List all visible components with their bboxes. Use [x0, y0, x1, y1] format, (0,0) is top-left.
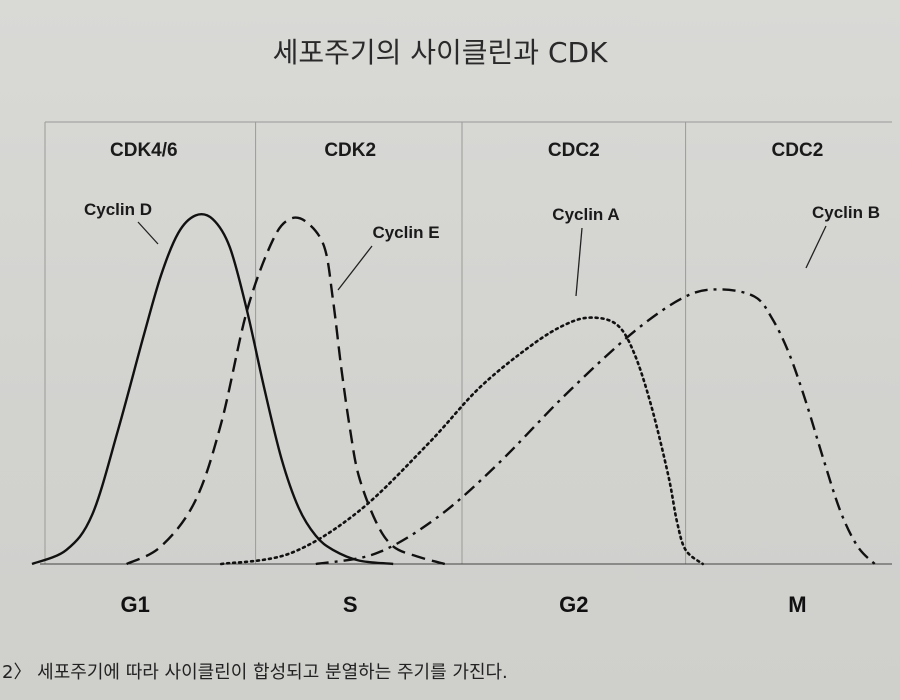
leader-line-3 [575, 227, 583, 297]
grid-group [44, 121, 892, 564]
cdk-label-1: CDK4/6 [110, 140, 178, 161]
cdk-label-group: CDK4/6 CDK2 CDC2 CDC2 [110, 140, 823, 161]
cyclin-label-4: Cyclin B [812, 203, 880, 222]
series-line-cyclin-b [315, 288, 876, 566]
phase-label-s: S [343, 592, 358, 617]
leader-line-2 [337, 245, 373, 291]
cyclin-label-3: Cyclin A [552, 205, 619, 224]
cdk-label-4: CDC2 [772, 140, 824, 161]
cyclin-label-2: Cyclin E [372, 223, 439, 242]
series-group [31, 213, 876, 566]
cdk-label-3: CDC2 [548, 140, 600, 161]
series-line-cyclin-e [126, 216, 446, 566]
cyclin-label-group: Cyclin D Cyclin E Cyclin A Cyclin B [84, 200, 880, 297]
cyclin-label-1: Cyclin D [84, 200, 152, 219]
phase-label-g1: G1 [121, 592, 150, 617]
leader-line-1 [137, 221, 159, 245]
phase-label-group: G1 S G2 M [121, 592, 807, 617]
leader-line-4 [805, 225, 827, 269]
chart-title: 세포주기의 사이클린과 CDK [273, 36, 609, 69]
cdk-label-2: CDK2 [324, 140, 376, 161]
phase-label-m: M [788, 592, 806, 617]
series-line-cyclin-d [31, 213, 394, 566]
phase-label-g2: G2 [559, 592, 588, 617]
figure-caption: 2〉 세포주기에 따라 사이클린이 합성되고 분열하는 주기를 가진다. [2, 662, 508, 683]
series-line-cyclin-a [219, 316, 705, 566]
